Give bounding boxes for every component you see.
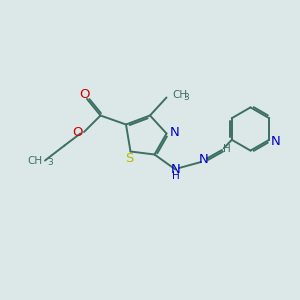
Text: H: H [172, 171, 180, 181]
Text: 3: 3 [183, 93, 189, 102]
Text: CH: CH [28, 156, 43, 166]
Text: 3: 3 [47, 158, 53, 167]
Text: N: N [171, 163, 180, 176]
Text: N: N [170, 125, 180, 139]
Text: O: O [79, 88, 89, 101]
Text: CH: CH [172, 90, 187, 100]
Text: N: N [199, 152, 209, 166]
Text: S: S [125, 152, 134, 165]
Text: O: O [72, 125, 83, 139]
Text: N: N [270, 135, 280, 148]
Text: H: H [223, 144, 230, 154]
